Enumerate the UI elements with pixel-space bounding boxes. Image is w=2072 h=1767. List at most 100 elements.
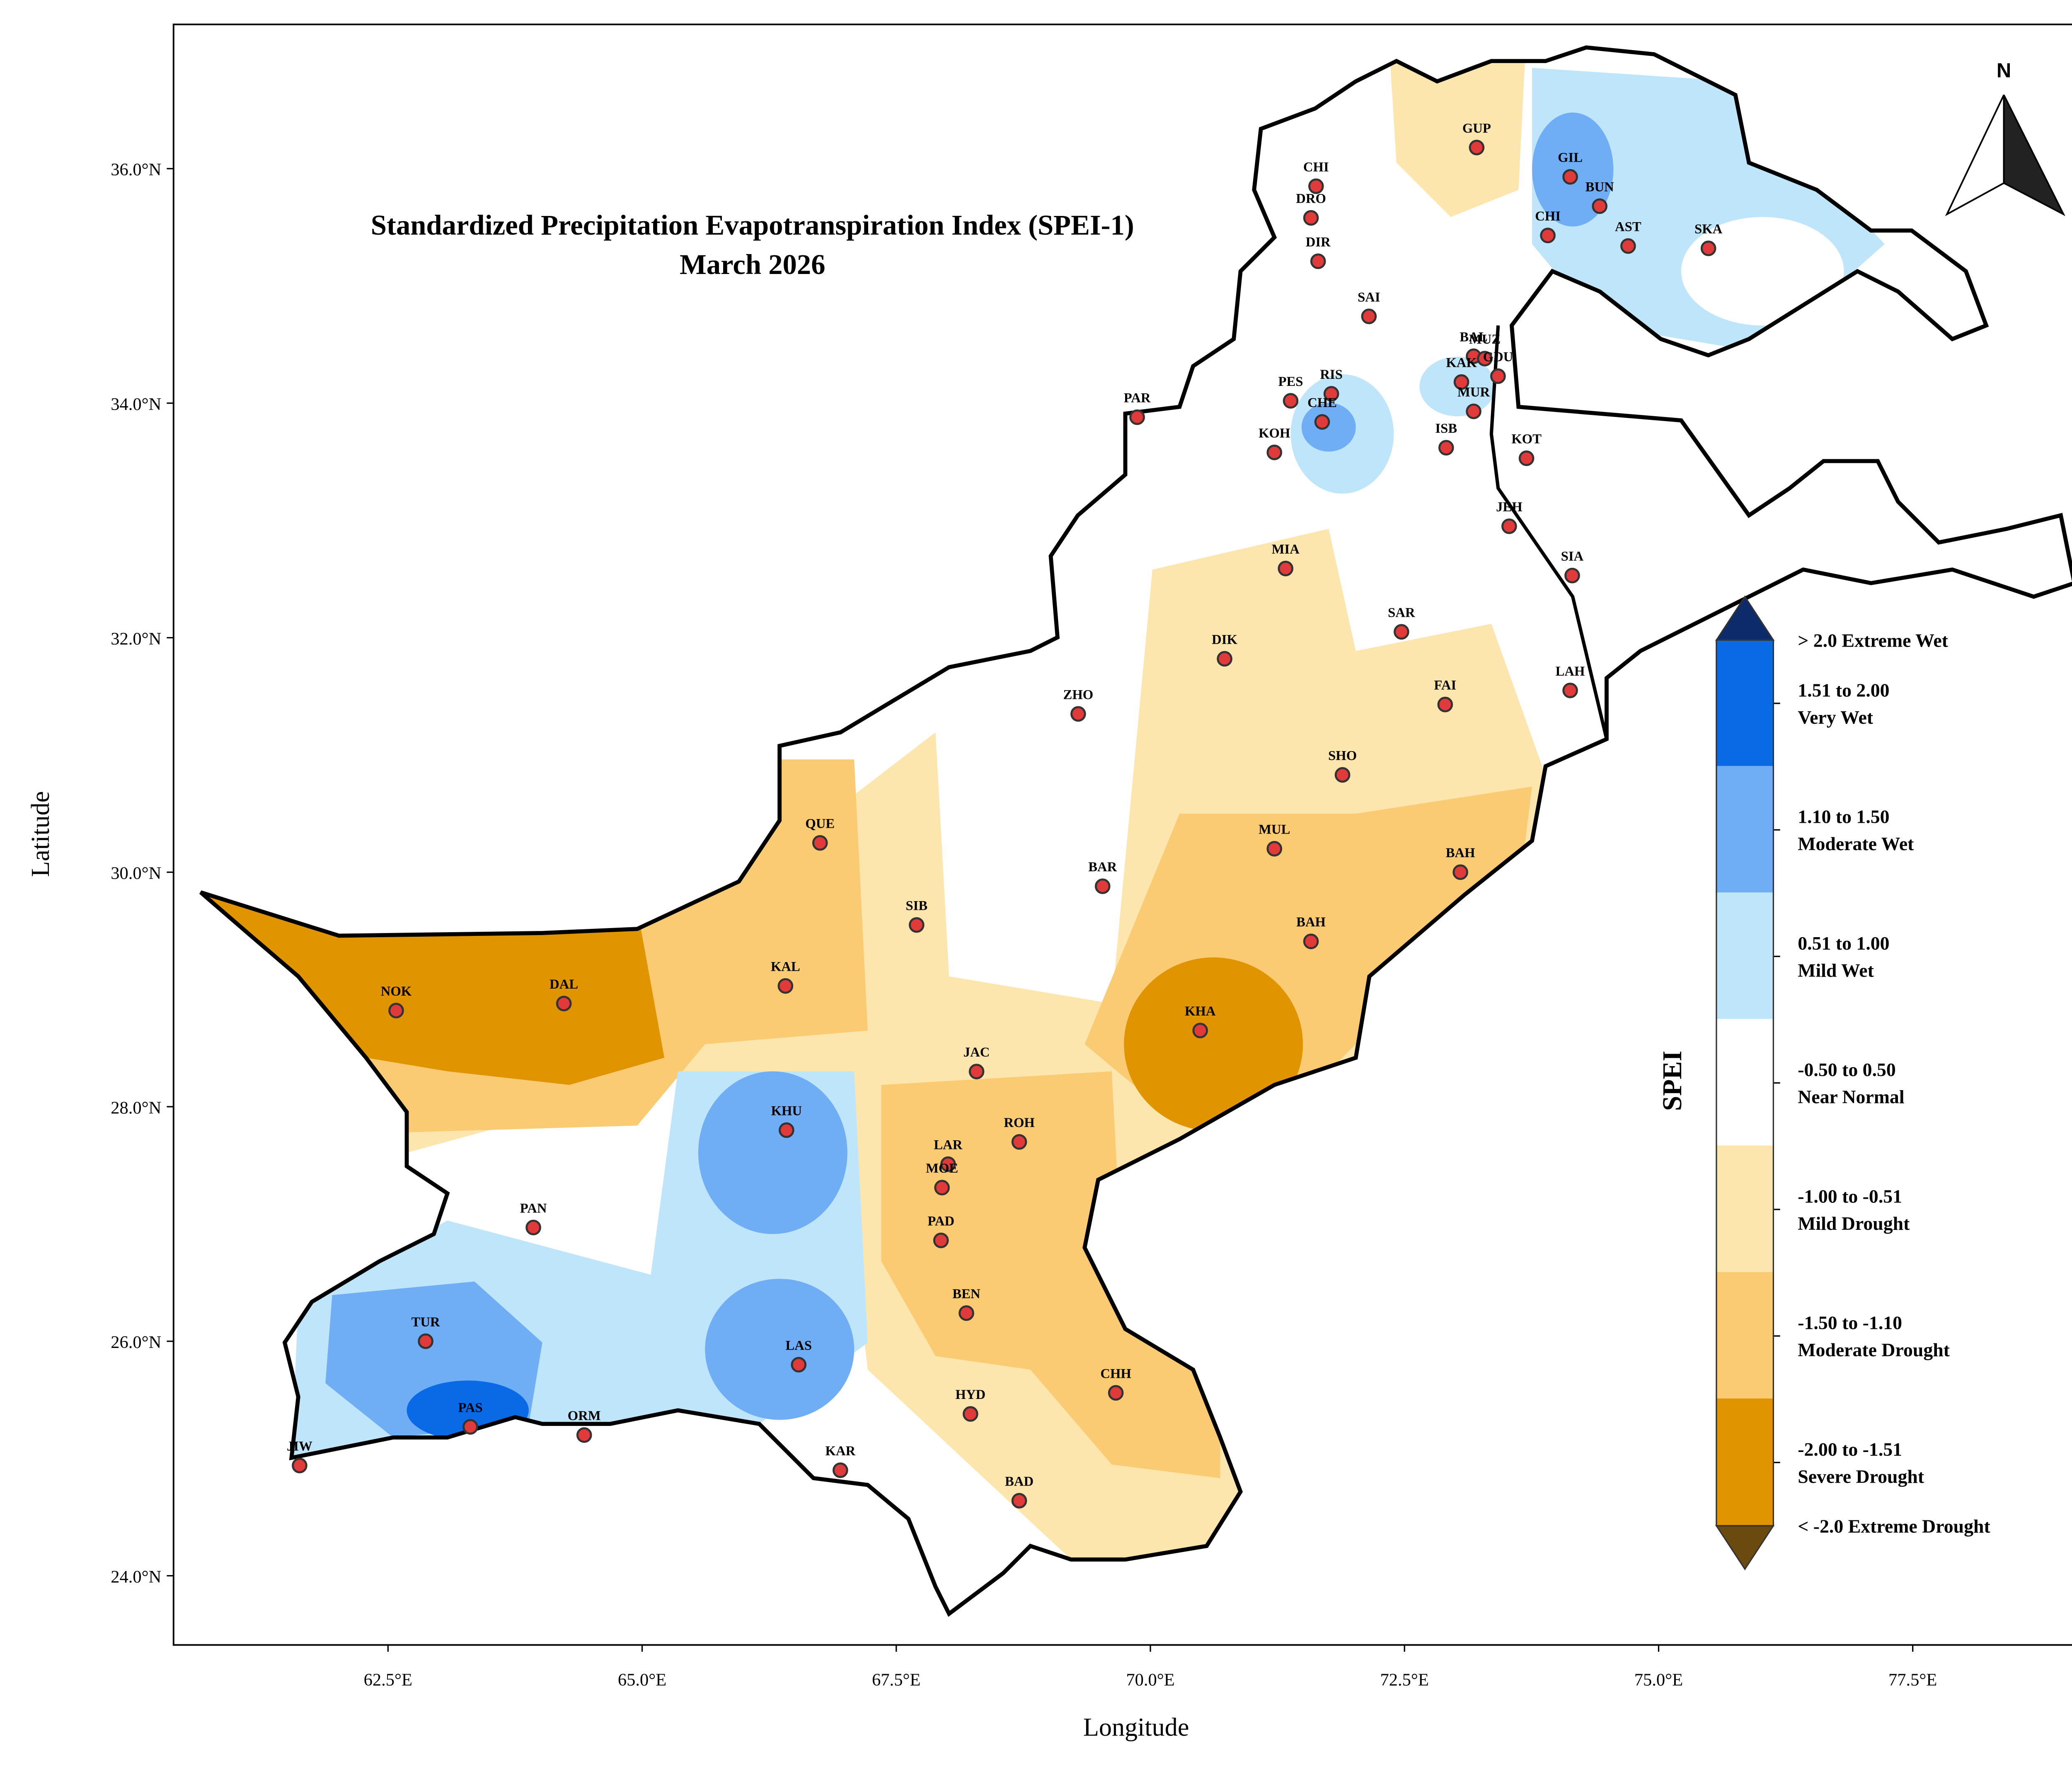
y-tick-label: 28.0°N — [111, 1098, 161, 1117]
legend-label: -2.00 to -1.51 — [1798, 1439, 1902, 1460]
severe-drought-area — [1124, 957, 1303, 1131]
y-tick-label: 34.0°N — [111, 395, 161, 414]
station-label: KHA — [1185, 1004, 1216, 1019]
station-label: MUL — [1259, 822, 1290, 837]
map-subtitle: March 2026 — [680, 249, 825, 280]
y-tick-label: 24.0°N — [111, 1567, 161, 1587]
station-marker — [934, 1180, 950, 1196]
station-label: ISB — [1435, 421, 1457, 436]
station-marker — [1314, 414, 1330, 430]
station-label: ORM — [568, 1408, 601, 1423]
station-marker — [1501, 518, 1517, 534]
north-arrow: N — [1945, 59, 2065, 216]
station-label: MIA — [1272, 542, 1300, 557]
station-marker — [968, 1064, 985, 1079]
station-label: DIK — [1212, 632, 1237, 647]
moderate-wet-area — [1301, 402, 1356, 452]
station-label: HYD — [956, 1387, 986, 1402]
station-label: LAS — [785, 1338, 812, 1353]
station-marker — [1266, 841, 1283, 857]
legend-swatch — [1716, 766, 1774, 894]
station-marker — [292, 1457, 307, 1474]
station-label: JAC — [963, 1045, 990, 1060]
station-marker — [1192, 1023, 1208, 1038]
station-marker — [940, 1156, 956, 1172]
station-marker — [1438, 440, 1454, 456]
severe-drought-area — [203, 895, 665, 1085]
legend-label: -1.50 to -1.10 — [1798, 1312, 1902, 1333]
legend-label: -0.50 to 0.50 — [1798, 1059, 1896, 1080]
legend-label: 1.10 to 1.50 — [1798, 806, 1889, 827]
station-label: CHE — [1307, 395, 1337, 410]
station-label: QUE — [805, 817, 835, 831]
station-label: RIS — [1320, 367, 1343, 382]
station-marker — [1490, 368, 1506, 384]
x-tick-label: 70.0°E — [1126, 1670, 1174, 1690]
station-marker — [1394, 624, 1409, 640]
y-tick-label: 32.0°N — [111, 629, 161, 649]
station-label: BAD — [1005, 1474, 1034, 1489]
station-label: DRO — [1296, 191, 1326, 206]
station-marker — [1477, 351, 1493, 366]
station-label: GIL — [1558, 150, 1583, 165]
station-label: BAH — [1296, 915, 1326, 930]
station-label: SAR — [1388, 605, 1415, 620]
map-frame — [172, 23, 2072, 1646]
x-axis-label: Longitude — [1083, 1714, 1189, 1742]
legend: > 2.0 Extreme Wet 1.51 to 2.00 Very Wet 1.1… — [1658, 595, 1990, 1571]
station-marker — [1278, 560, 1294, 577]
station-marker — [833, 1462, 848, 1478]
map-title: Standardized Precipitation Evapotranspir… — [371, 209, 1134, 241]
station-label: TUR — [411, 1315, 440, 1330]
station-label: SIB — [905, 899, 927, 914]
station-label: PAS — [458, 1400, 482, 1415]
station-marker — [1217, 651, 1232, 667]
station-marker — [1303, 210, 1319, 226]
station-label: PES — [1278, 374, 1303, 389]
legend-label: 0.51 to 1.00 — [1798, 933, 1889, 954]
moderate-drought-area — [881, 1071, 1220, 1479]
station-marker — [388, 1003, 404, 1018]
station-label: KAL — [771, 960, 800, 974]
y-tick-label: 26.0°N — [111, 1333, 161, 1352]
y-axis-label: Latitude — [27, 791, 55, 877]
station-label: NOK — [381, 984, 412, 999]
legend-frame — [1716, 639, 1774, 1527]
station-label: LAH — [1556, 664, 1585, 679]
legend-label: Near Normal — [1798, 1086, 1904, 1108]
station-label: SAI — [1358, 290, 1380, 305]
legend-label: Moderate Wet — [1798, 833, 1914, 854]
station-marker — [1518, 450, 1535, 466]
station-label: SHO — [1328, 748, 1357, 763]
station-marker — [1011, 1134, 1027, 1150]
station-label: PAD — [927, 1214, 954, 1229]
station-marker — [1452, 864, 1468, 880]
legend-label: > 2.0 Extreme Wet — [1798, 630, 1948, 651]
legend-swatch — [1716, 639, 1774, 768]
station-marker — [1108, 1385, 1124, 1401]
legend-label: Mild Wet — [1798, 960, 1874, 981]
station-label: SIA — [1561, 549, 1584, 564]
legend-title: SPEI — [1658, 1051, 1687, 1111]
x-tick-label: 65.0°E — [618, 1670, 666, 1690]
moderate-wet-area — [705, 1279, 854, 1420]
near-normal-area — [1681, 217, 1844, 326]
station-marker — [1540, 228, 1556, 243]
station-marker — [462, 1419, 478, 1435]
station-label: JEH — [1496, 500, 1523, 515]
legend-swatch — [1716, 1272, 1774, 1400]
station-label: KAR — [825, 1444, 856, 1459]
station-marker — [791, 1357, 807, 1373]
north-label: N — [1997, 59, 2011, 82]
station-marker — [1129, 409, 1145, 425]
station-label: CHH — [1100, 1366, 1131, 1381]
station-marker — [909, 917, 925, 933]
x-tick-label: 67.5°E — [872, 1670, 920, 1690]
station-marker — [959, 1305, 974, 1321]
station-label: MUZ — [1469, 332, 1501, 347]
station-label: BUN — [1585, 179, 1614, 194]
station-marker — [1453, 374, 1469, 390]
legend-swatch — [1716, 1019, 1774, 1147]
station-label: GUP — [1462, 121, 1491, 136]
station-marker — [1070, 706, 1086, 722]
